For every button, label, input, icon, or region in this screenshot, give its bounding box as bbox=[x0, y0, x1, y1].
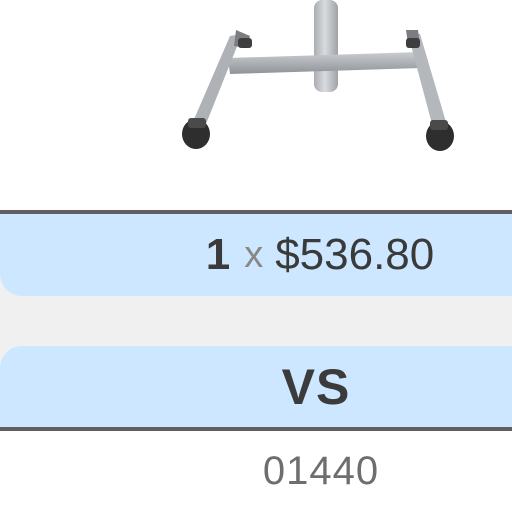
product-code: 01440 bbox=[262, 449, 380, 493]
price-times-sign: x bbox=[244, 233, 264, 276]
price-amount: $536.80 bbox=[275, 230, 435, 279]
stand-crossbar bbox=[228, 52, 422, 74]
price-quantity: 1 bbox=[205, 230, 231, 279]
stand-right-leg bbox=[408, 34, 446, 124]
top-divider bbox=[0, 210, 512, 214]
product-image[interactable] bbox=[0, 0, 512, 212]
bottom-divider bbox=[0, 427, 512, 431]
vs-label: VS bbox=[281, 358, 351, 415]
stand-left-leg bbox=[192, 34, 242, 124]
stand-base-icon bbox=[182, 0, 454, 151]
stand-pole bbox=[314, 0, 338, 92]
price-row: 1 x $536.80 bbox=[0, 214, 512, 296]
vs-row[interactable]: VS bbox=[0, 346, 512, 427]
